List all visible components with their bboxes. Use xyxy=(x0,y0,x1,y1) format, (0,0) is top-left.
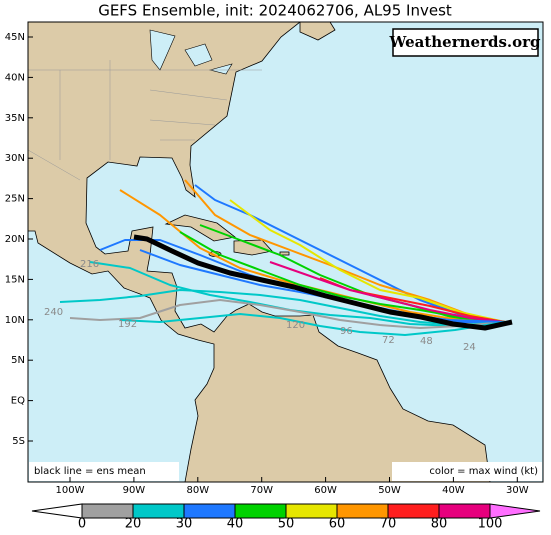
colorbar-label: 60 xyxy=(329,517,346,532)
lon-tick-label: 60W xyxy=(314,485,337,496)
axes: 45N 40N 35N 30N 25N 20N 15N 10N 5N EQ 5S 100W 90W 80W… xyxy=(5,32,529,496)
colorbar-label: 80 xyxy=(431,517,448,532)
hour-label: 240 xyxy=(44,307,63,318)
ensemble-mean-track xyxy=(133,234,513,331)
cuba xyxy=(164,214,236,242)
nova-scotia xyxy=(299,22,336,41)
lon-tick-label: 100W xyxy=(56,485,85,496)
colorbar-label: 50 xyxy=(278,517,295,532)
hispaniola xyxy=(233,239,273,256)
member-track xyxy=(69,299,506,329)
colorbar-label: 100 xyxy=(478,517,503,532)
hour-label: 120 xyxy=(286,320,305,331)
lat-tick-label: 35N xyxy=(5,113,25,124)
lat-tick-label: 5N xyxy=(11,355,25,366)
colorbar-label: 20 xyxy=(125,517,142,532)
lat-tick-label: 5S xyxy=(12,436,25,447)
colorbar-arrow xyxy=(489,503,541,519)
lon-tick-label: 50W xyxy=(378,485,401,496)
member-track xyxy=(119,313,506,336)
puerto-rico xyxy=(279,251,290,256)
hour-label: 96 xyxy=(340,326,353,337)
note-box xyxy=(392,462,542,481)
hour-label: 216 xyxy=(80,259,99,270)
tracks xyxy=(59,179,506,336)
title: GEFS Ensemble, init: 2024062706, AL95 In… xyxy=(98,2,452,20)
lat-tick-label: 20N xyxy=(5,234,25,245)
colorbar-label: 0 xyxy=(78,517,86,532)
lon-tick-label: 90W xyxy=(123,485,146,496)
hour-label: 48 xyxy=(420,336,433,347)
member-track xyxy=(179,231,506,323)
map: 240 216 192 120 96 72 48 24 xyxy=(28,22,543,482)
watermark-box xyxy=(392,28,539,57)
note-left: black line = ens mean xyxy=(34,466,146,477)
colorbar: 0 20 30 40 50 60 70 80 100 xyxy=(31,503,541,532)
colorbar-arrow xyxy=(31,503,83,519)
land xyxy=(28,22,491,482)
great-lakes xyxy=(149,29,233,75)
hour-label: 192 xyxy=(118,319,137,330)
lat-tick-label: EQ xyxy=(11,396,25,407)
colorbar-label: 40 xyxy=(227,517,244,532)
lon-tick-label: 30W xyxy=(506,485,529,496)
lat-tick-label: 15N xyxy=(5,274,25,285)
lat-tick-label: 40N xyxy=(5,72,25,83)
lon-tick-label: 70W xyxy=(250,485,273,496)
borders xyxy=(28,60,262,181)
member-track xyxy=(59,289,506,326)
map-frame xyxy=(27,21,544,483)
note-box xyxy=(29,462,179,481)
note-right: color = max wind (kt) xyxy=(429,466,538,477)
lat-tick-label: 30N xyxy=(5,153,25,164)
lon-tick-label: 80W xyxy=(186,485,209,496)
colorbar-label: 30 xyxy=(176,517,193,532)
colorbar-label: 70 xyxy=(380,517,397,532)
member-track xyxy=(229,199,506,323)
hour-label: 24 xyxy=(463,342,476,353)
member-track xyxy=(194,184,506,323)
lat-tick-label: 25N xyxy=(5,194,25,205)
lat-tick-label: 45N xyxy=(5,32,25,43)
lon-tick-label: 40W xyxy=(442,485,465,496)
member-track xyxy=(269,261,506,323)
lat-tick-label: 10N xyxy=(5,315,25,326)
watermark: Weathernerds.org xyxy=(388,33,541,51)
hour-label: 72 xyxy=(382,335,395,346)
